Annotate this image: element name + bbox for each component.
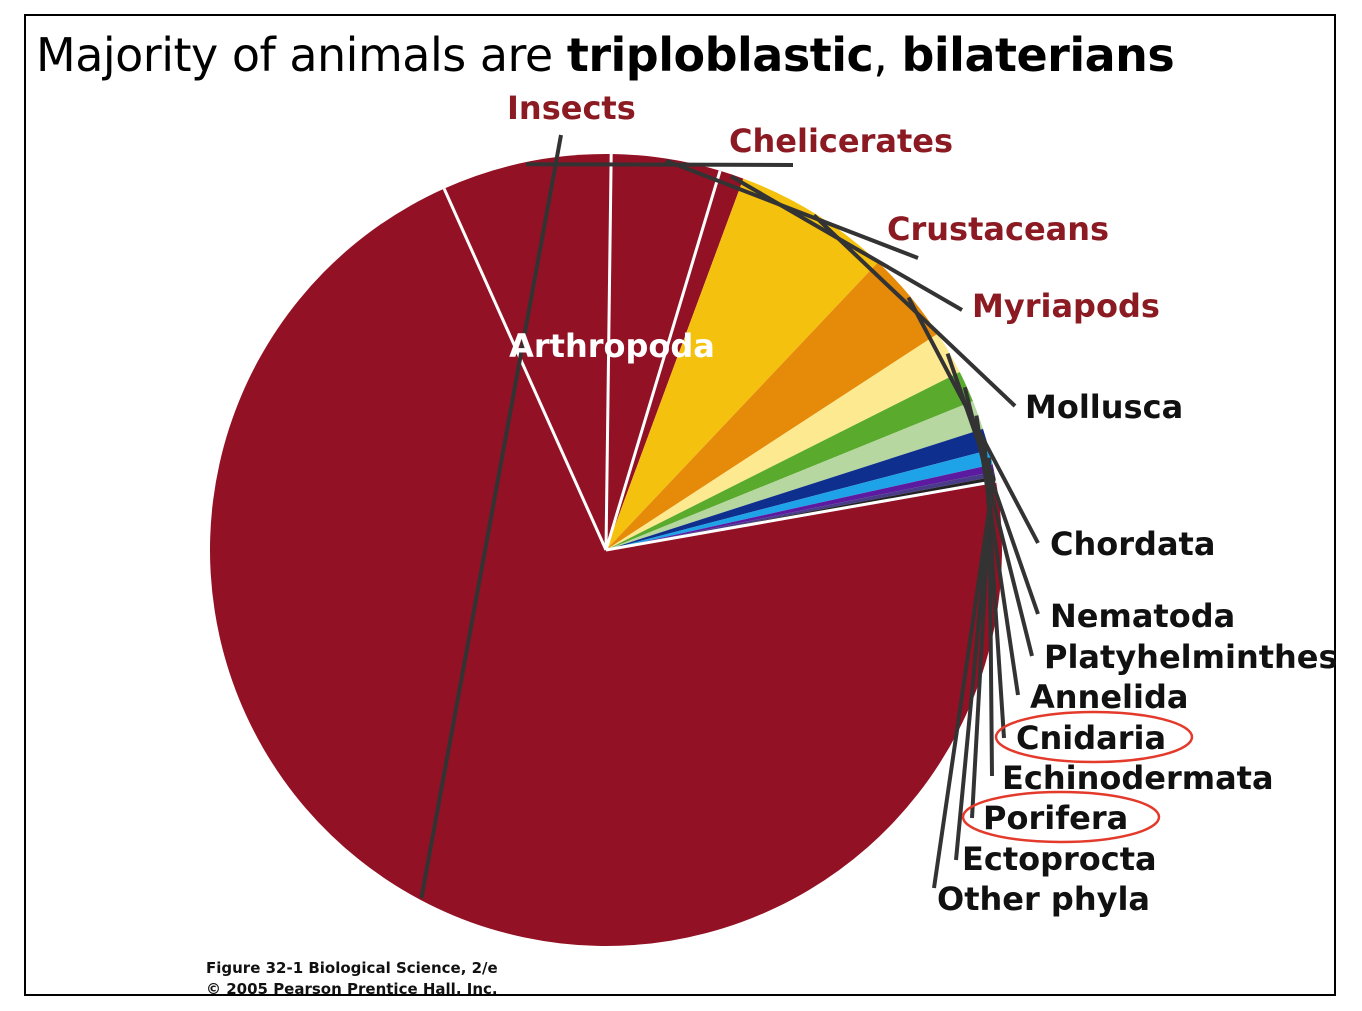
slice-myriapods — [606, 170, 744, 551]
arthropod-divider-3 — [604, 154, 613, 551]
label-ectoprocta: Ectoprocta — [962, 840, 1157, 878]
caption-line-2: © 2005 Pearson Prentice Hall, Inc. — [206, 980, 498, 998]
label-other-phyla: Other phyla — [937, 880, 1150, 918]
leader-annelida — [974, 415, 1020, 696]
label-echinodermata: Echinodermata — [1002, 759, 1274, 797]
highlight-rings — [961, 710, 1194, 844]
label-porifera: Porifera — [983, 799, 1128, 837]
title-separator: , — [873, 28, 902, 82]
slice-platyhelminthes — [606, 372, 973, 550]
label-platyhelminthes: Platyhelminthes — [1044, 638, 1338, 676]
caption-line-1: Figure 32-1 Biological Science, 2/e — [206, 959, 498, 977]
slice-porifera — [606, 464, 995, 550]
figure-caption: Figure 32-1 Biological Science, 2/e © 20… — [206, 958, 498, 1000]
label-chordata: Chordata — [1050, 525, 1215, 563]
pie-slices — [209, 153, 1002, 946]
slice-labels: Insects Chelicerates Crustaceans Myriapods M… — [507, 89, 1338, 918]
slice-ectoprocta — [606, 471, 996, 550]
label-chelicerates: Chelicerates — [729, 122, 953, 160]
slice-insects — [209, 188, 1002, 946]
label-cnidaria: Cnidaria — [1016, 719, 1166, 757]
slice-chelicerates — [444, 153, 612, 551]
leader-platyhelminthes — [962, 386, 1034, 657]
slice-echinodermata — [606, 450, 993, 550]
arthropod-divider-2 — [442, 187, 608, 551]
leader-insects — [419, 134, 563, 899]
leader-chelicerates — [526, 162, 794, 167]
label-insects: Insects — [507, 89, 636, 127]
label-crustaceans: Crustaceans — [887, 210, 1109, 248]
slice-mollusca — [606, 178, 879, 550]
title-bold-bilaterians: bilaterians — [901, 28, 1175, 82]
slice-cnidaria — [606, 428, 990, 550]
arthropod-divider-4 — [604, 170, 722, 551]
label-annelida: Annelida — [1030, 678, 1188, 716]
slice-nematoda — [606, 333, 960, 550]
group-label-arthropoda: Arthropoda — [509, 327, 715, 365]
leader-other-phyla — [932, 478, 996, 889]
highlight-ring-cnidaria — [994, 710, 1194, 764]
label-myriapods: Myriapods — [972, 287, 1160, 325]
title-bold-triploblastic: triploblastic — [566, 28, 874, 82]
leader-lines — [419, 134, 1040, 899]
label-nematoda: Nematoda — [1050, 597, 1235, 635]
slice-annelida — [606, 401, 983, 550]
slide-title: Majority of animals are triploblastic, b… — [36, 28, 1175, 82]
arthropod-divider-1 — [605, 479, 997, 552]
label-mollusca: Mollusca — [1025, 388, 1183, 426]
leader-myriapods — [730, 174, 964, 312]
slice-chordata — [606, 262, 938, 550]
title-normal: Majority of animals are — [36, 28, 567, 82]
highlight-ring-porifera — [961, 790, 1161, 844]
